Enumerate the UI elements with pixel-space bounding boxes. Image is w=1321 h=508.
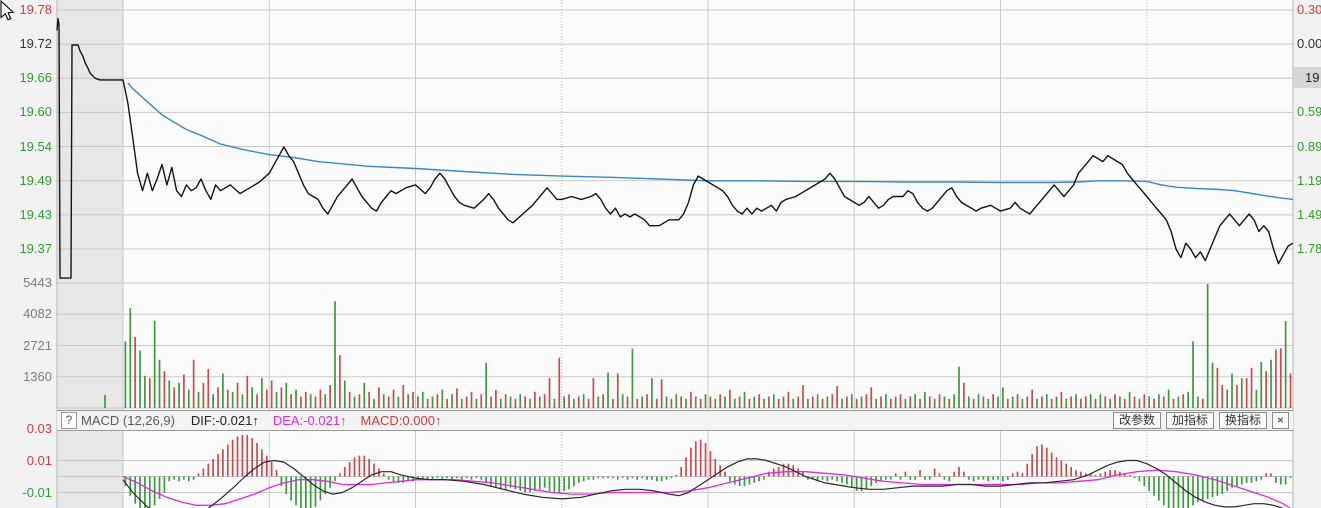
dif-value: DIF:-0.021↑ <box>190 413 259 428</box>
change-params-button[interactable]: 改参数 <box>1112 412 1161 429</box>
close-indicator-button[interactable]: × <box>1271 412 1289 429</box>
help-button[interactable]: ? <box>61 412 77 429</box>
volume-axis-label: 1360 <box>23 368 52 384</box>
volume-bars <box>104 284 1292 408</box>
volume-axis-label: 4082 <box>23 306 52 322</box>
current-price-badge: 19 <box>1294 67 1321 88</box>
price-line <box>56 18 1294 279</box>
plot-background <box>57 0 1293 508</box>
percent-axis-label: 1.19 <box>1297 172 1321 188</box>
price-axis-label: 19.72 <box>19 36 52 52</box>
auction-band <box>57 0 123 508</box>
dea-value: DEA:-0.021↑ <box>272 413 347 428</box>
mouse-cursor <box>0 0 15 21</box>
percent-axis-label: 0.59 <box>1297 104 1321 120</box>
macd-axis-label: -0.01 <box>22 484 52 500</box>
price-axis-label: 19.37 <box>19 240 52 256</box>
price-axis-label: 19.43 <box>19 206 52 222</box>
percent-axis-label: 0.30 <box>1297 2 1321 17</box>
price-axis-label: 19.60 <box>19 104 52 120</box>
indicator-name[interactable]: MACD (12,26,9) <box>81 413 175 428</box>
volume-axis-label: 5443 <box>23 275 52 291</box>
price-axis-label: 19.78 <box>19 2 52 17</box>
dea-line <box>122 469 1291 508</box>
price-axis-label: 19.49 <box>19 172 52 188</box>
macd-axis-label: 0.01 <box>26 452 52 468</box>
switch-indicator-button[interactable]: 换指标 <box>1218 412 1267 429</box>
percent-axis-label: 1.78 <box>1297 240 1321 256</box>
volume-axis-label: 2721 <box>23 337 52 353</box>
percent-axis-label: 0.00 <box>1297 36 1321 52</box>
percent-axis-label: 0.89 <box>1297 138 1321 154</box>
percent-axis-label: 1.49 <box>1297 206 1321 222</box>
avg-price-line <box>127 82 1294 201</box>
macd-axis-label: 0.03 <box>26 420 52 436</box>
gridlines <box>56 0 1294 508</box>
macd-value: MACD:0.000↑ <box>360 413 442 428</box>
indicator-toolbar: ? MACD (12,26,9) DIF:-0.021↑ DEA:-0.021↑… <box>57 410 1293 431</box>
macd-histogram <box>124 434 1292 508</box>
price-axis-label: 19.66 <box>19 70 52 86</box>
dif-line <box>122 458 1284 508</box>
add-indicator-button[interactable]: 加指标 <box>1165 412 1214 429</box>
price-axis-label: 19.54 <box>19 138 52 154</box>
